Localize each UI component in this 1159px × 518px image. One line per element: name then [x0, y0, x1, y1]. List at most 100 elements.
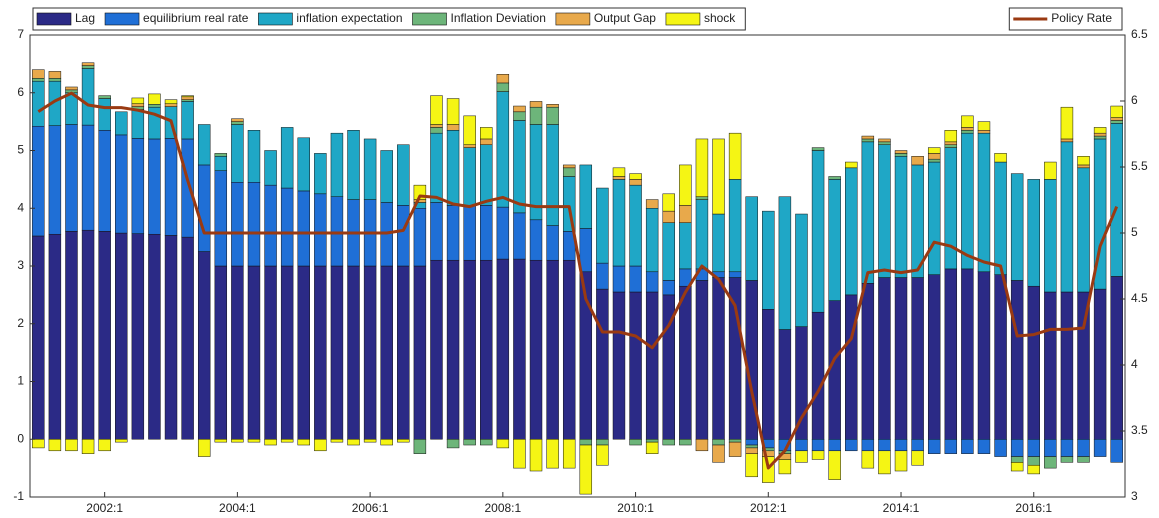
bar: [878, 138, 891, 143]
bar: [977, 130, 991, 134]
bar: [214, 265, 228, 440]
bar: [662, 280, 675, 296]
bar: [496, 82, 510, 92]
bar: [878, 450, 891, 475]
bar: [231, 265, 244, 440]
bar: [1093, 135, 1107, 140]
plot-area: [30, 35, 1125, 497]
bar: [1060, 138, 1074, 143]
bar: [314, 439, 327, 452]
x-tick-label: 2010:1: [617, 501, 654, 515]
bar: [695, 196, 709, 200]
bar: [861, 141, 875, 284]
bar: [181, 138, 194, 238]
bar: [1110, 439, 1123, 463]
bar: [662, 193, 675, 212]
bar: [927, 274, 941, 440]
bar: [894, 277, 908, 440]
bar: [480, 127, 493, 140]
bar: [712, 277, 725, 440]
bar: [662, 210, 675, 223]
bar: [546, 225, 559, 261]
bar: [596, 444, 609, 466]
bar: [1110, 117, 1123, 121]
y-tick-label: 3: [17, 258, 24, 272]
bar: [695, 280, 709, 440]
x-tick-label: 2008:1: [484, 501, 521, 515]
bar: [513, 212, 526, 260]
legend: Lag equilibrium real rate inflation expect…: [32, 7, 746, 31]
bar: [131, 138, 145, 234]
bar: [496, 91, 510, 208]
bar: [164, 103, 178, 107]
bar: [231, 124, 244, 183]
bar: [463, 144, 476, 148]
bar: [280, 265, 294, 440]
bar: [1060, 456, 1074, 463]
bar: [878, 144, 891, 278]
bar: [297, 265, 310, 440]
bar: [48, 439, 62, 452]
bar: [861, 283, 875, 440]
bar: [1027, 439, 1040, 457]
y2-tick-label: 5.5: [1131, 159, 1148, 173]
bar: [1093, 288, 1107, 440]
bar: [629, 179, 642, 186]
bar: [1110, 105, 1123, 118]
bar: [65, 124, 78, 232]
bar: [546, 124, 559, 226]
bar: [745, 196, 758, 281]
bar: [280, 439, 294, 443]
bar: [181, 236, 194, 440]
bar: [314, 193, 327, 267]
bar: [446, 124, 460, 131]
bar: [745, 439, 758, 446]
bar: [878, 277, 891, 440]
legend-swatch: [665, 12, 701, 26]
bar: [1077, 439, 1090, 457]
bar: [496, 74, 510, 84]
bar: [712, 213, 725, 273]
bar: [330, 439, 344, 443]
bar: [645, 208, 659, 273]
bar: [81, 68, 95, 126]
bar: [413, 184, 427, 200]
bar: [380, 265, 393, 440]
bar: [164, 235, 178, 440]
bar: [579, 444, 593, 495]
bar: [197, 251, 211, 440]
bar: [994, 153, 1007, 163]
bar: [745, 453, 758, 478]
bar: [529, 101, 543, 108]
bar: [546, 259, 559, 440]
bar: [247, 182, 261, 267]
y-tick-label: 2: [17, 316, 24, 330]
bar: [181, 96, 194, 100]
bar: [115, 439, 128, 443]
x-tick-label: 2014:1: [883, 501, 920, 515]
bar: [413, 265, 427, 440]
bar: [944, 439, 958, 454]
bar: [1010, 462, 1024, 472]
bar: [728, 179, 742, 273]
bar: [695, 138, 709, 197]
bar: [994, 274, 1007, 440]
bar: [181, 95, 194, 98]
bar: [712, 138, 725, 215]
x-tick-label: 2002:1: [86, 501, 123, 515]
bar: [65, 439, 78, 452]
bar: [330, 265, 344, 440]
bar: [728, 439, 742, 443]
bar: [1010, 280, 1024, 440]
bar: [480, 205, 493, 261]
bar: [1027, 456, 1040, 466]
bar: [579, 228, 593, 273]
bar: [264, 184, 277, 267]
legend-swatch: [36, 12, 72, 26]
bar: [32, 439, 45, 449]
bar: [679, 164, 692, 206]
bar: [446, 98, 460, 125]
bar: [430, 124, 443, 128]
bar: [795, 439, 808, 452]
y2-tick-label: 6.5: [1131, 27, 1148, 41]
